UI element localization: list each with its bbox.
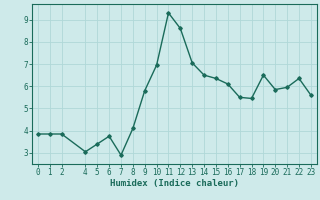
X-axis label: Humidex (Indice chaleur): Humidex (Indice chaleur) — [110, 179, 239, 188]
